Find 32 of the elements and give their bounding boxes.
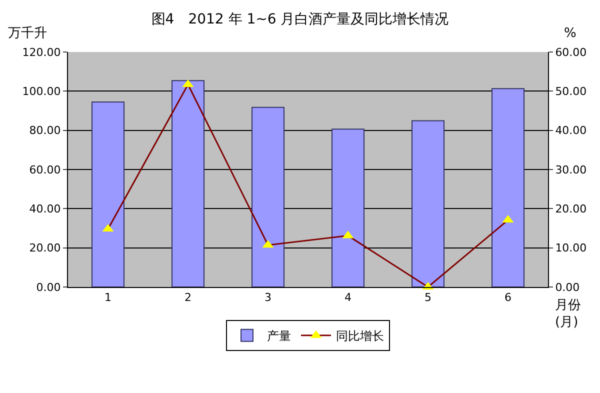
x-tick-label: 3 (264, 291, 272, 304)
x-tick-label: 2 (184, 291, 192, 304)
bar (492, 88, 524, 287)
y-tick-label: 100.00 (22, 85, 61, 98)
bar (252, 106, 284, 287)
y2-tick-label: 50.00 (555, 85, 587, 98)
y-tick-label: 80.00 (29, 124, 61, 138)
y-tick-label: 0.00 (36, 280, 61, 294)
bar (92, 101, 124, 287)
x-axis-title: 月份 (月) (555, 298, 581, 330)
y-tick-label: 40.00 (29, 202, 61, 216)
bar (172, 80, 204, 287)
y2-tick-label: 10.00 (555, 242, 587, 255)
bar (332, 128, 364, 287)
y2-tick-label: 0.00 (555, 280, 580, 294)
y-axis-title: 万千升 (8, 26, 47, 41)
y2-tick-label: 30.00 (555, 163, 587, 176)
legend-label: 同比增长 (336, 329, 384, 344)
x-tick-label: 1 (104, 291, 112, 304)
x-tick-label: 6 (504, 291, 512, 304)
y-tick-label: 60.00 (29, 163, 61, 176)
chart-title: 图4 2012 年 1~6 月白酒产量及同比增长情况 (151, 12, 449, 28)
y2-tick-label: 60.00 (555, 46, 587, 59)
y2-axis-title: % (564, 26, 576, 41)
x-tick-label: 5 (424, 291, 432, 304)
y-tick-label: 120.00 (22, 46, 61, 59)
y-tick-label: 20.00 (29, 242, 61, 255)
bar (412, 120, 444, 287)
legend-label: 产量 (267, 329, 291, 344)
y2-tick-label: 20.00 (555, 202, 587, 216)
y2-tick-label: 40.00 (555, 124, 587, 138)
x-tick-label: 4 (344, 291, 352, 304)
